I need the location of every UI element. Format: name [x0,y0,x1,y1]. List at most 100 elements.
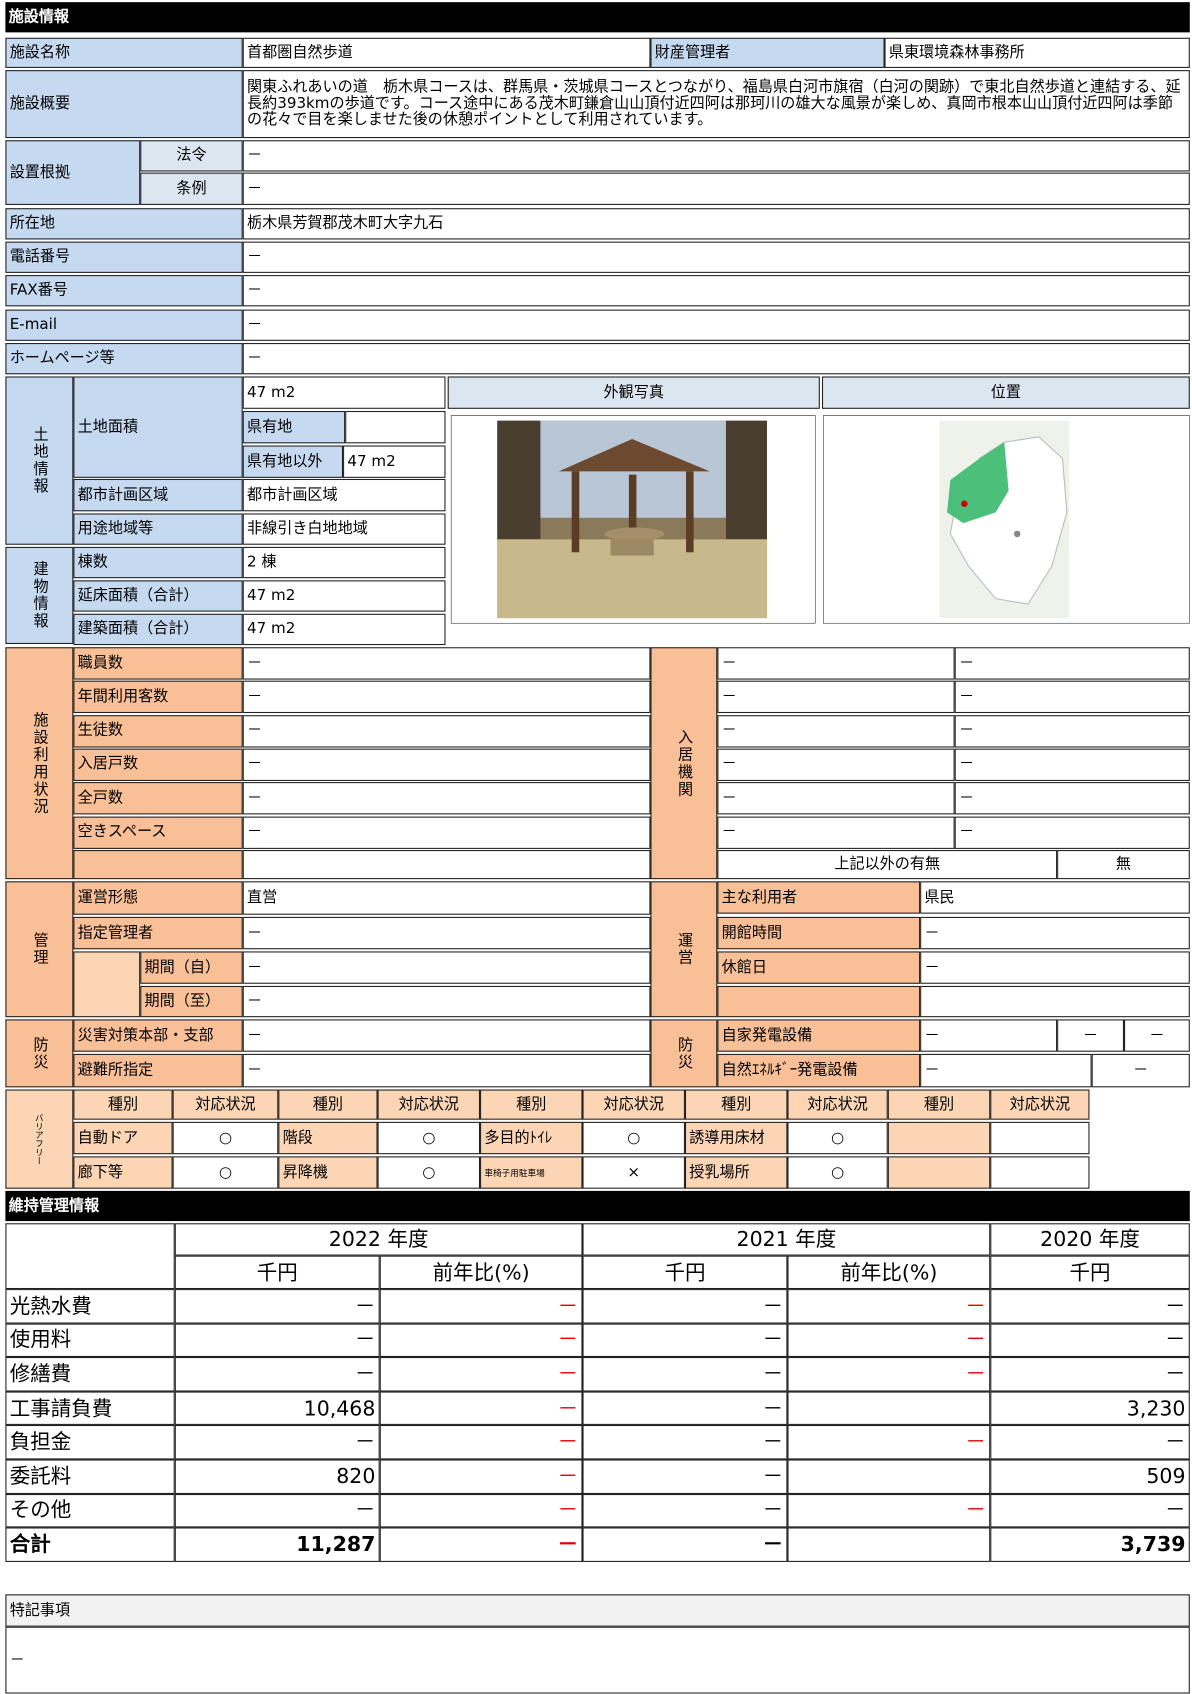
label: 主な利用者 [717,881,921,914]
status: ○ [787,1156,888,1189]
kind: 車椅子用駐車場 [480,1156,583,1189]
cell: － [954,748,1190,781]
cell: － [920,916,1190,950]
cell: － [242,140,1190,172]
label: 避難所指定 [73,1053,243,1088]
cell: 無 [1057,850,1190,880]
label: 財産管理者 [650,37,885,68]
amount: － [990,1425,1190,1460]
label: 職員数 [73,647,243,680]
amount: － [379,1425,583,1460]
unit-header: 前年比(%) [379,1255,583,1290]
cell: － [242,748,651,781]
location-map [823,415,1190,624]
status: ○ [582,1121,685,1155]
amount [787,1391,991,1426]
row-label: 光熱水費 [5,1289,175,1324]
unit-header: 千円 [174,1255,380,1290]
cell: － [242,309,1190,341]
cell: － [242,782,651,815]
blank-cell [717,985,921,1018]
label: 自然ｴﾈﾙｷﾞｰ発電設備 [717,1053,921,1088]
amount: 11,287 [174,1527,380,1562]
amount: － [379,1289,583,1324]
cell: 直営 [242,881,651,915]
amount: － [582,1289,788,1324]
cell: － [242,647,651,680]
status: ○ [377,1156,481,1189]
amount: － [379,1323,583,1358]
amount: － [582,1459,788,1494]
label: 期間（自） [140,951,243,984]
cell: － [954,782,1190,815]
blank-cell [73,951,141,1018]
amount [787,1527,991,1562]
cell: － [242,172,1190,205]
amount: － [379,1527,583,1562]
amount: － [174,1357,380,1392]
vertical-label: 建物情報 [5,546,74,644]
amount: － [582,1527,788,1562]
cell: － [242,985,651,1018]
amount: － [787,1425,991,1460]
label: 県有地 [242,410,346,444]
vertical-label: 防災 [5,1019,74,1088]
label: 法令 [140,140,243,172]
cell: － [1091,1053,1190,1088]
kind: 授乳場所 [684,1156,788,1189]
row-label: 委託料 [5,1459,175,1494]
cell: 県民 [920,881,1190,914]
kind: 誘導用床材 [684,1121,788,1155]
label: 延床面積（合計） [73,580,243,612]
amount: 3,739 [990,1527,1190,1562]
label: 運営形態 [73,881,243,915]
amount: 10,468 [174,1391,380,1426]
kind: 昇降機 [278,1156,378,1189]
cell: － [242,343,1190,375]
label: 全戸数 [73,782,243,815]
label: 開館時間 [717,916,921,950]
label: 生徒数 [73,714,243,748]
cell: － [242,1019,651,1052]
amount: － [174,1493,380,1528]
kind [887,1121,991,1155]
column-header: 対応状況 [377,1089,481,1120]
year-header: 2021 年度 [582,1223,991,1256]
cell: 2 棟 [242,546,446,579]
vertical-label: 施設利用状況 [5,647,74,880]
cell: － [717,748,955,781]
amount: 509 [990,1459,1190,1494]
cell: － [1124,1019,1190,1052]
label: 上記以外の有無 [717,850,1058,880]
year-header: 2022 年度 [174,1223,583,1256]
amount: － [174,1289,380,1324]
notes-text: － [5,1626,1190,1694]
amount: － [174,1425,380,1460]
cell: － [242,241,1190,273]
header: 位置 [821,376,1190,409]
cell: 非線引き白地地域 [242,513,446,545]
cell: － [242,816,651,849]
label: 空きスペース [73,816,243,849]
label: 災害対策本部・支部 [73,1019,243,1052]
label: 都市計画区域 [73,478,243,512]
label: 指定管理者 [73,916,243,950]
label: 休館日 [717,951,921,984]
amount: － [582,1391,788,1426]
year-header: 2020 年度 [990,1223,1190,1256]
amount: － [787,1289,991,1324]
kind: 自動ドア [73,1121,173,1155]
cell: 47 m2 [242,613,446,646]
cell: － [920,1019,1058,1052]
cell: － [717,647,955,680]
vertical-label: 管理 [5,881,74,1018]
label: 条例 [140,172,243,205]
unit-header: 千円 [582,1255,788,1290]
label: 自家発電設備 [717,1019,921,1052]
status: × [582,1156,685,1189]
label: 土地面積 [73,376,243,478]
blank-cell [242,850,651,880]
blank-cell [73,850,243,880]
row-label: 合計 [5,1527,175,1562]
column-header: 対応状況 [787,1089,888,1120]
